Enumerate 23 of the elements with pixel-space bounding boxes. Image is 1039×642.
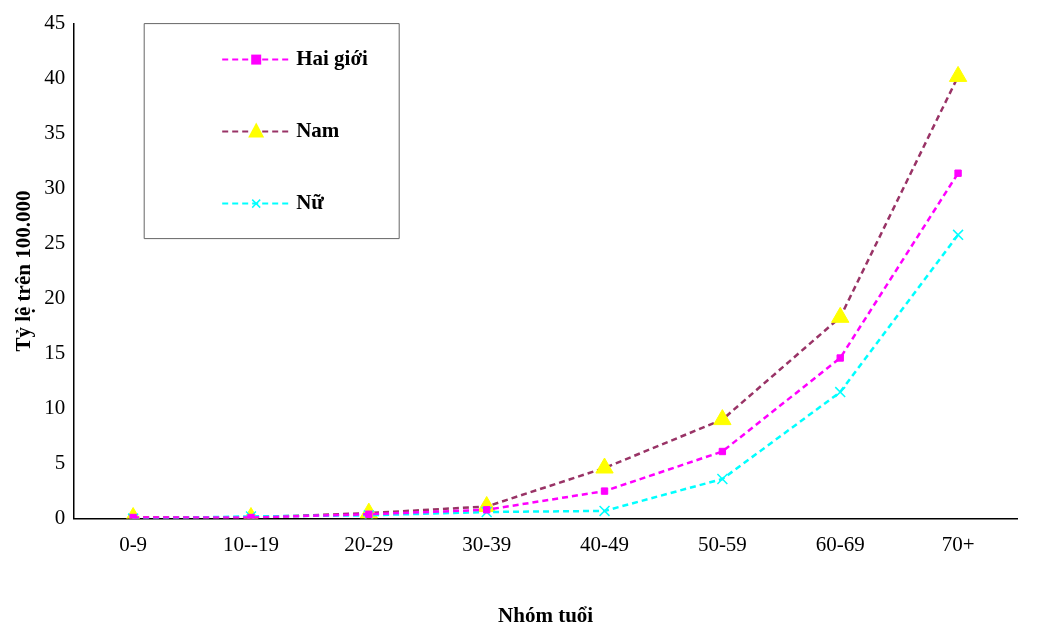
x-tick-label: 30-39 xyxy=(462,531,512,556)
y-tick-label: 10 xyxy=(44,395,66,420)
x-axis-title: Nhóm tuổi xyxy=(498,602,594,627)
x-tick-label: 0-9 xyxy=(119,531,148,556)
y-tick-label: 20 xyxy=(44,285,66,310)
y-tick-label: 40 xyxy=(44,65,66,90)
y-tick-label: 25 xyxy=(44,230,66,255)
legend-label: Nữ xyxy=(296,190,325,215)
y-tick-label: 15 xyxy=(44,340,66,365)
x-tick-label: 40-49 xyxy=(580,531,630,556)
y-axis-title: Tỷ lệ trên 100.000 xyxy=(11,190,36,352)
legend-label: Hai giới xyxy=(296,46,369,71)
x-tick-label: 70+ xyxy=(941,531,975,556)
y-tick-label: 0 xyxy=(54,505,66,530)
x-tick-label: 10--19 xyxy=(222,531,279,556)
y-tick-label: 45 xyxy=(44,10,66,35)
y-tick-label: 30 xyxy=(44,175,66,200)
x-tick-label: 60-69 xyxy=(815,531,865,556)
x-tick-label: 20-29 xyxy=(344,531,394,556)
x-tick-label: 50-59 xyxy=(697,531,747,556)
y-tick-label: 35 xyxy=(44,120,66,145)
y-tick-label: 5 xyxy=(54,450,66,475)
legend-label: Nam xyxy=(296,118,340,143)
